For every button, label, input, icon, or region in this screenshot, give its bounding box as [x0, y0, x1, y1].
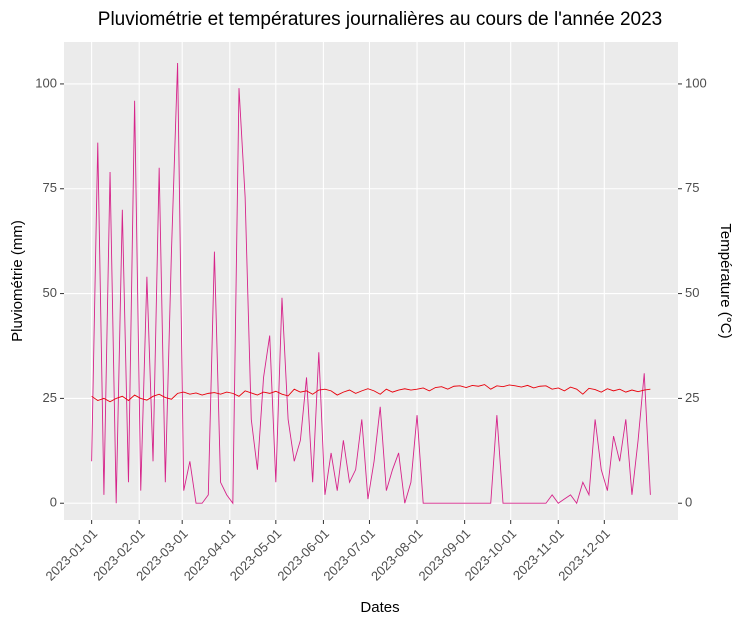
y-tick-label: 100	[35, 75, 57, 90]
y-tick-label: 0	[50, 495, 57, 510]
series-line	[91, 62, 651, 505]
y2-tick-label: 100	[685, 75, 707, 90]
series-line	[91, 384, 651, 403]
y2-tick-label: 50	[685, 285, 699, 300]
x-axis-label: Dates	[360, 599, 399, 616]
y-tick-label: 25	[43, 390, 57, 405]
y2-tick-label: 0	[685, 495, 692, 510]
y-tick-label: 75	[43, 180, 57, 195]
chart-title: Pluviométrie et températures journalière…	[98, 9, 662, 30]
y2-axis-label: Température (°C)	[717, 223, 734, 338]
y-tick-label: 50	[43, 285, 57, 300]
plot-background	[64, 42, 678, 520]
y2-tick-label: 75	[685, 180, 699, 195]
y-axis-label: Pluviométrie (mm)	[9, 220, 26, 342]
y2-tick-label: 25	[685, 390, 699, 405]
